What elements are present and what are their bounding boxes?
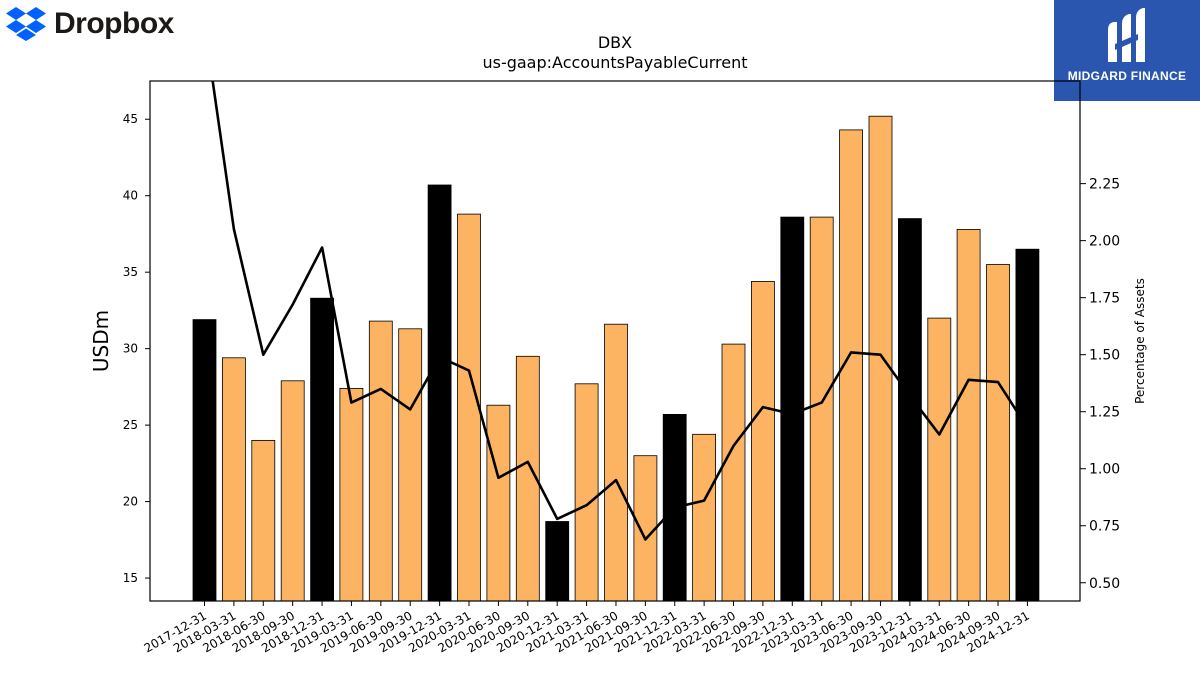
bar: [1015, 248, 1040, 602]
publisher-name: MIDGARD FINANCE: [1067, 69, 1187, 83]
y-tick-label: 20: [123, 495, 138, 509]
x-axis: 2017-12-312018-03-312018-06-302018-09-30…: [142, 601, 1032, 655]
chart-subtitle: us-gaap:AccountsPayableCurrent: [482, 53, 747, 72]
bar: [809, 216, 834, 602]
company-name: Dropbox: [54, 7, 174, 40]
y2-tick-label: 1.50: [1089, 348, 1120, 364]
bar: [956, 228, 981, 602]
percentage-line: [211, 81, 1029, 541]
bar: [457, 213, 481, 602]
y2-tick-label: 2.00: [1089, 234, 1120, 250]
bar: [692, 433, 716, 602]
midgard-logo-icon: [1108, 8, 1145, 62]
bar: [986, 264, 1010, 602]
bar-series: [192, 115, 1040, 602]
y2-tick-label: 1.75: [1089, 291, 1120, 307]
line-series: [211, 81, 1029, 541]
left-axis: 15 20 25 30 35 40 45: [123, 112, 150, 585]
bar: [280, 380, 305, 602]
bar: [427, 184, 452, 602]
bar: [339, 387, 364, 602]
y-tick-label: 40: [123, 189, 138, 203]
bar: [927, 317, 952, 602]
y-tick-label: 15: [123, 571, 138, 585]
bar: [721, 343, 746, 602]
chart-title: DBX: [598, 33, 632, 52]
y2-tick-label: 2.25: [1089, 177, 1120, 193]
plot-frame: [149, 80, 1081, 602]
dropbox-logo: Dropbox: [6, 6, 174, 42]
bar: [604, 323, 628, 602]
y2-tick-label: 1.00: [1089, 462, 1120, 478]
y-tick-label: 35: [123, 265, 138, 279]
bar: [251, 439, 276, 602]
y-tick-label: 30: [123, 342, 138, 356]
y2-tick-label: 0.75: [1089, 519, 1120, 535]
bar: [633, 455, 658, 602]
y-tick-label: 25: [123, 418, 138, 432]
bar: [751, 280, 775, 602]
y2-axis-label: Percentage of Assets: [1133, 278, 1147, 404]
midgard-finance-badge: MIDGARD FINANCE: [1054, 0, 1200, 101]
bar: [368, 320, 393, 602]
y-axis-label: USDm: [89, 310, 113, 372]
bar: [545, 521, 570, 602]
bar: [398, 328, 423, 602]
bar: [192, 319, 217, 602]
bar: [898, 218, 922, 602]
right-axis: 0.50 0.75 1.00 1.25 1.50 1.75 2.00 2.25: [1080, 177, 1120, 592]
bar: [574, 383, 599, 602]
y2-tick-label: 1.25: [1089, 405, 1120, 421]
bar: [486, 404, 511, 602]
dropbox-icon: [6, 7, 46, 41]
bar: [310, 297, 335, 602]
bar: [780, 216, 805, 602]
y2-tick-label: 0.50: [1089, 576, 1120, 592]
y-tick-label: 45: [123, 112, 138, 126]
bar: [868, 115, 893, 602]
bar: [221, 357, 246, 602]
